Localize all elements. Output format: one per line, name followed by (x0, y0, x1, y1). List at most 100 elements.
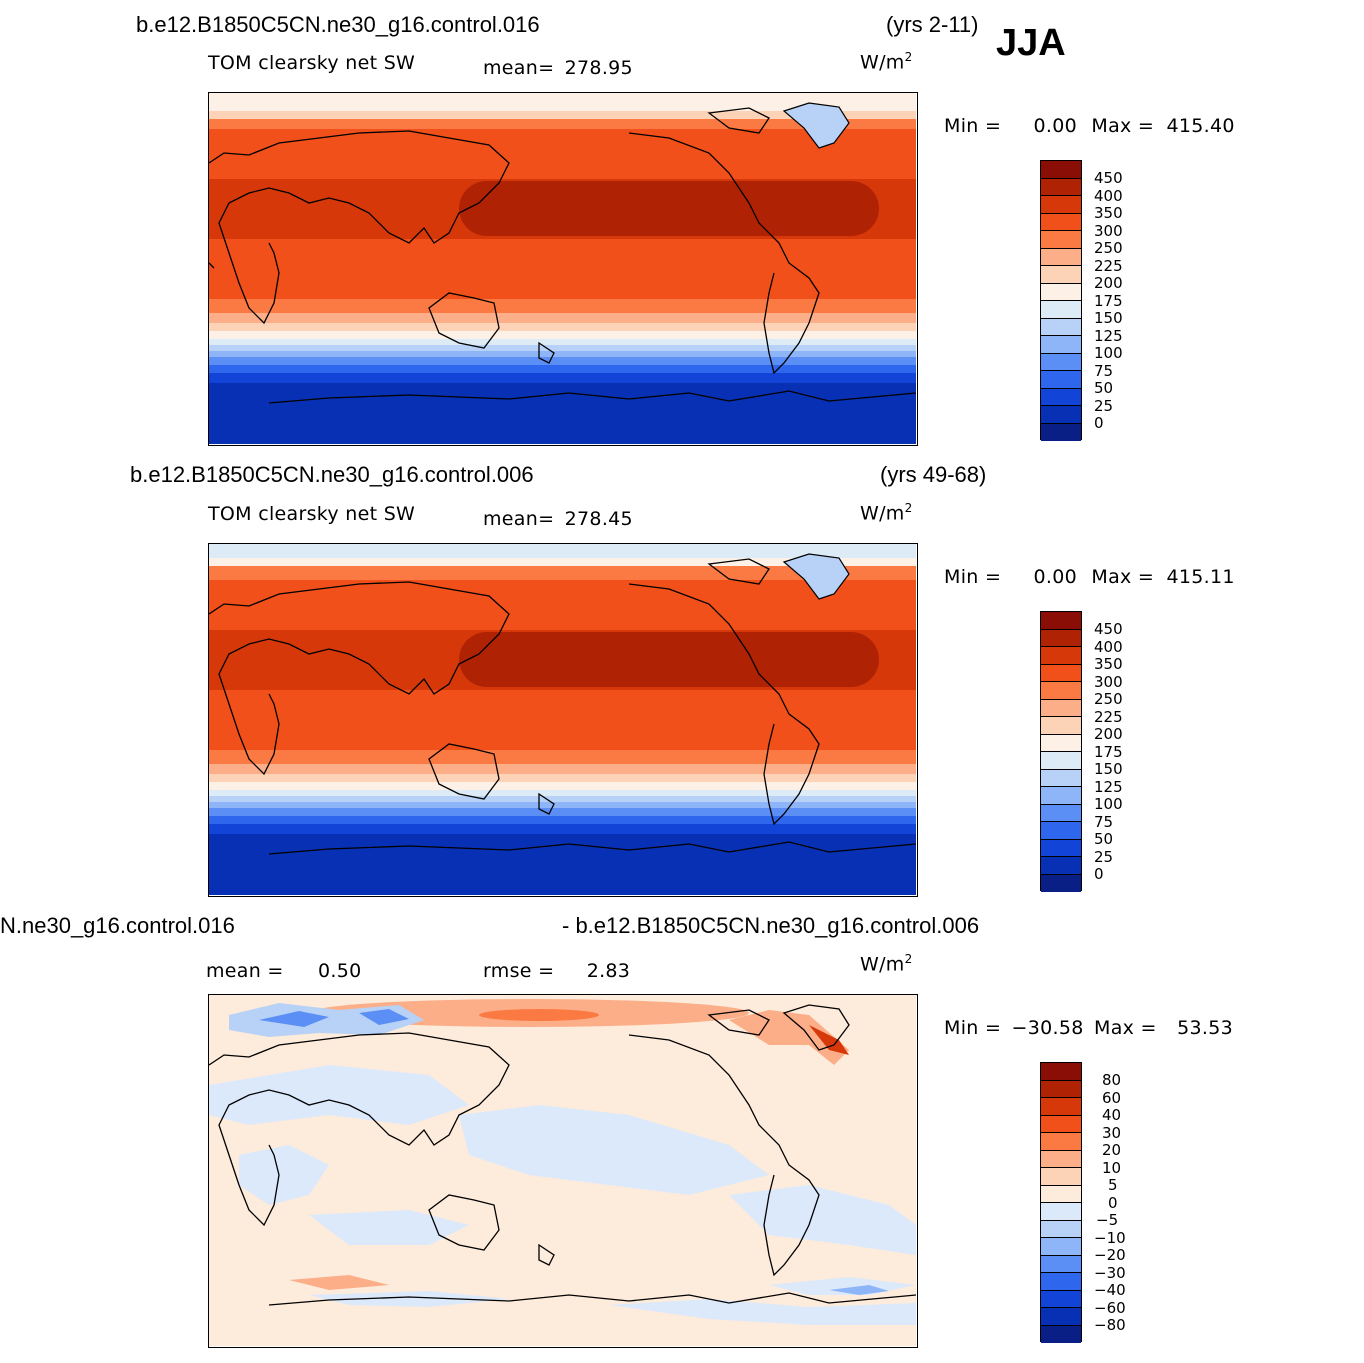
panel3-colorbar-swatch (1041, 1255, 1081, 1273)
panel2-colorbar-swatch (1041, 769, 1081, 787)
panel3-mean-label: mean = (206, 960, 284, 982)
panel3-colorbar-swatch (1041, 1308, 1081, 1326)
panel2-colorbar-swatch (1041, 629, 1081, 647)
colorbar-label: 75 (1094, 812, 1114, 831)
panel2-mean: mean= 278.45 (483, 508, 633, 530)
panel3-rmse-value: 2.83 (586, 960, 631, 982)
colorbar-label: 250 (1094, 239, 1123, 257)
panel3-colorbar-swatch (1041, 1115, 1081, 1133)
panel1-colorbar-swatch (1041, 213, 1081, 231)
panel2-colorbar-swatch (1041, 752, 1081, 770)
panel1-colorbar-swatch (1041, 248, 1081, 266)
panel2-colorbar-swatch (1041, 787, 1081, 805)
colorbar-label: 450 (1094, 620, 1123, 638)
panel1-colorbar-swatch (1041, 196, 1081, 214)
panel3-colorbar-swatch (1041, 1133, 1081, 1151)
panel1-colorbar-swatch (1041, 161, 1081, 179)
panel3-colorbar-swatch (1041, 1273, 1081, 1291)
panel3-case-right: - b.e12.B1850C5CN.ne30_g16.control.006 (562, 913, 980, 938)
colorbar-label: −60 (1094, 1298, 1126, 1317)
panel2-colorbar-swatch (1041, 822, 1081, 840)
panel3-colorbar-swatch (1041, 1168, 1081, 1186)
panel1-max-value: 415.40 (1166, 115, 1235, 137)
panel3-colorbar-swatch (1041, 1185, 1081, 1203)
colorbar-label: 0 (1094, 865, 1104, 883)
colorbar-label: 150 (1094, 309, 1123, 327)
panel2-case-name: b.e12.B1850C5CN.ne30_g16.control.006 (130, 462, 534, 487)
panel2-max-label: Max = (1091, 566, 1155, 588)
panel2-colorbar-swatch (1041, 874, 1081, 892)
panel1-case-name: b.e12.B1850C5CN.ne30_g16.control.016 (136, 12, 540, 37)
panel1-colorbar-swatch (1041, 336, 1081, 354)
colorbar-label: 400 (1094, 186, 1123, 205)
panel1-max-label: Max = (1091, 115, 1155, 137)
panel1-colorbar-swatch (1041, 371, 1081, 389)
panel2-years: (yrs 49-68) (880, 462, 987, 487)
panel1-colorbar-swatch (1041, 318, 1081, 336)
colorbar-label: 50 (1094, 830, 1114, 848)
colorbar-label: 150 (1094, 760, 1123, 778)
colorbar-label: 20 (1102, 1141, 1122, 1159)
panel2-map (208, 543, 918, 897)
panel1-units: W/m2 (860, 50, 913, 74)
colorbar-label: 100 (1094, 344, 1123, 362)
panel3-colorbar-swatch (1041, 1098, 1081, 1116)
panel1-years: (yrs 2-11) (886, 12, 979, 37)
panel3-colorbar-swatch (1041, 1063, 1081, 1081)
colorbar-label: 80 (1102, 1071, 1122, 1089)
panel3-colorbar-swatch (1041, 1150, 1081, 1168)
colorbar-label: 175 (1094, 742, 1123, 761)
panel1-colorbar-swatch (1041, 178, 1081, 196)
colorbar-label: 175 (1094, 291, 1123, 310)
panel2-variable: TOM clearsky net SW (208, 503, 416, 525)
colorbar-label: 300 (1094, 672, 1123, 691)
colorbar-label: 300 (1094, 221, 1123, 240)
panel2-colorbar-swatch (1041, 839, 1081, 857)
panel1-colorbar (1040, 160, 1082, 441)
panel2-colorbar-swatch (1041, 612, 1081, 630)
colorbar-label: 10 (1102, 1158, 1122, 1177)
panel3-rmse: rmse = 2.83 (483, 960, 630, 982)
panel2-units: W/m2 (860, 501, 913, 525)
panel1-min-value: 0.00 (1033, 115, 1078, 137)
panel1-colorbar-swatch (1041, 283, 1081, 301)
colorbar-label: 200 (1094, 725, 1123, 743)
colorbar-label: −80 (1094, 1316, 1126, 1334)
panel3-min-label: Min = (944, 1017, 1002, 1039)
panel1-colorbar-swatch (1041, 406, 1081, 424)
panel2-colorbar-swatch (1041, 699, 1081, 717)
panel1-map (208, 92, 918, 446)
colorbar-label: 450 (1094, 169, 1123, 187)
panel2-colorbar-swatch (1041, 857, 1081, 875)
panel2-mean-label: mean= (483, 508, 555, 530)
colorbar-label: −30 (1094, 1263, 1126, 1282)
panel1-variable: TOM clearsky net SW (208, 52, 416, 74)
colorbar-label: 125 (1094, 777, 1123, 796)
colorbar-label: 400 (1094, 637, 1123, 656)
panel1-mean: mean= 278.95 (483, 57, 633, 79)
panel1-mean-label: mean= (483, 57, 555, 79)
panel3-colorbar-swatch (1041, 1220, 1081, 1238)
colorbar-label: 60 (1102, 1088, 1122, 1107)
panel1-minmax: Min = 0.00 Max = 415.40 (944, 115, 1235, 137)
panel3-max-value: 53.53 (1177, 1017, 1233, 1039)
colorbar-label: −20 (1094, 1246, 1126, 1264)
panel3-case-left: N.ne30_g16.control.016 (0, 913, 235, 938)
colorbar-label: 100 (1094, 795, 1123, 813)
panel3-map (208, 994, 918, 1348)
colorbar-label: 225 (1094, 707, 1123, 726)
panel1-colorbar-swatch (1041, 266, 1081, 284)
panel3-max-label: Max = (1094, 1017, 1157, 1039)
panel2-minmax: Min = 0.00 Max = 415.11 (944, 566, 1235, 588)
panel3-units: W/m2 (860, 952, 913, 976)
colorbar-label: 25 (1094, 847, 1114, 866)
colorbar-label: 25 (1094, 396, 1114, 415)
panel1-colorbar-swatch (1041, 423, 1081, 441)
panel2-mean-value: 278.45 (564, 508, 633, 530)
colorbar-label: 5 (1108, 1176, 1118, 1194)
panel2-max-value: 415.11 (1166, 566, 1235, 588)
panel3-mean-value: 0.50 (318, 960, 362, 982)
panel3-colorbar-swatch (1041, 1203, 1081, 1221)
panel1-mean-value: 278.95 (564, 57, 633, 79)
panel1-min-label: Min = (944, 115, 1002, 137)
